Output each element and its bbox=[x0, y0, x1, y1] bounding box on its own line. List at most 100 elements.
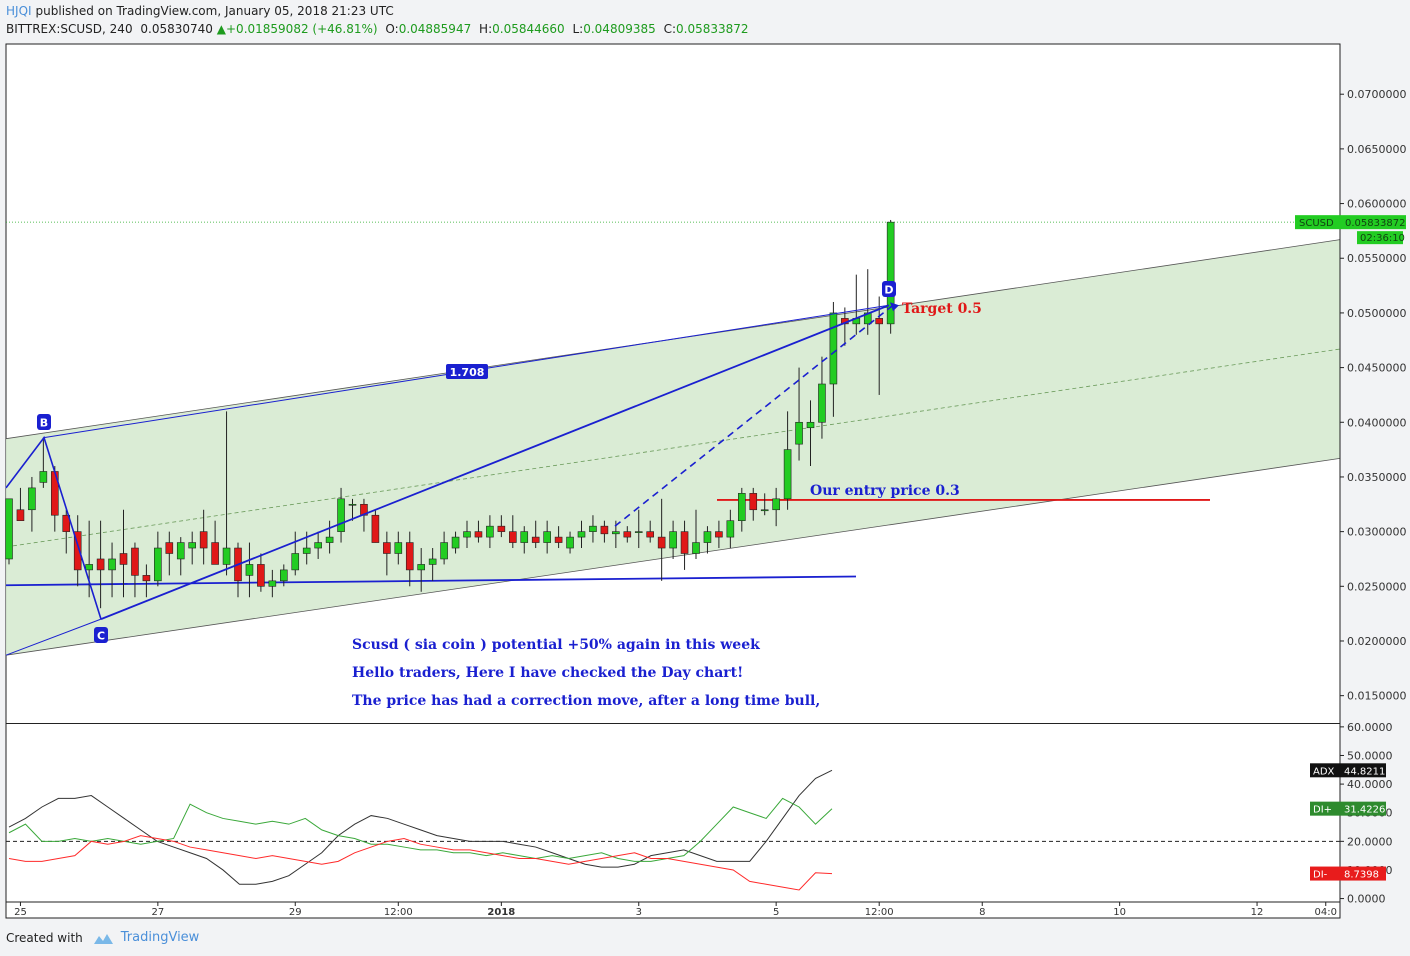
target-label: Target 0.5 bbox=[902, 301, 982, 317]
candle bbox=[268, 569, 277, 598]
candle bbox=[566, 531, 574, 554]
time-tick-label: 2018 bbox=[487, 907, 515, 918]
candle-body bbox=[199, 531, 208, 549]
time-tick-label: 5 bbox=[773, 907, 779, 918]
candle-body bbox=[795, 421, 803, 445]
candle bbox=[39, 437, 48, 488]
tradingview-brand[interactable]: TradingView bbox=[120, 930, 200, 945]
time-tick-label: 04:0 bbox=[1315, 907, 1337, 918]
label-d-text: D bbox=[884, 284, 893, 297]
price-tick-label: 0.0600000 bbox=[1347, 198, 1407, 211]
time-tick-label: 29 bbox=[289, 907, 302, 918]
candle-body bbox=[451, 536, 460, 549]
candle-body bbox=[337, 498, 345, 532]
footer: Created with TradingView bbox=[6, 930, 199, 945]
ratio-badge-text: 1.708 bbox=[450, 366, 485, 379]
candle bbox=[199, 509, 208, 565]
price-tick-label: 0.0200000 bbox=[1347, 635, 1407, 648]
candle-body bbox=[417, 564, 426, 571]
candle-body bbox=[577, 531, 586, 538]
candle-body bbox=[646, 531, 655, 538]
adx-tag-name: ADX bbox=[1313, 766, 1335, 777]
candle-body bbox=[829, 312, 838, 385]
indicator-tick-label: 50.0000 bbox=[1347, 749, 1393, 762]
di-plus-tag: DI+ 31.4226 bbox=[1310, 801, 1386, 816]
candle-body bbox=[600, 525, 609, 535]
candle bbox=[577, 520, 586, 549]
candle bbox=[16, 487, 25, 521]
candle-body bbox=[657, 536, 666, 549]
countdown-tag-text: 02:36:10 bbox=[1360, 233, 1405, 244]
close-label: C: bbox=[663, 22, 676, 36]
time-tick-label: 3 bbox=[636, 907, 642, 918]
series-diminus bbox=[8, 835, 833, 891]
symbol-name: BITTREX:SCUSD, 240 bbox=[6, 22, 133, 36]
di-plus-tag-bg bbox=[1310, 801, 1386, 816]
price-tick-label: 0.0550000 bbox=[1347, 252, 1407, 265]
candle bbox=[222, 411, 231, 576]
label-c: C bbox=[94, 627, 108, 643]
candle-body bbox=[508, 531, 517, 543]
candle bbox=[451, 531, 460, 554]
candle-body bbox=[875, 318, 884, 325]
price-tick-label: 0.0300000 bbox=[1347, 526, 1407, 539]
close-value: 0.05833872 bbox=[676, 22, 749, 36]
di-minus-tag-name: DI- bbox=[1313, 870, 1328, 881]
ratio-badge: 1.708 bbox=[446, 364, 488, 379]
high-label: H: bbox=[479, 22, 493, 36]
low-label: L: bbox=[572, 22, 584, 36]
time-tick-label: 12:00 bbox=[865, 907, 894, 918]
projection-arrow-icon bbox=[890, 302, 899, 312]
candle bbox=[211, 520, 219, 565]
candle-body bbox=[371, 514, 380, 543]
author-name[interactable]: HJQI bbox=[6, 4, 32, 18]
candle bbox=[383, 531, 391, 576]
candle bbox=[669, 520, 677, 559]
candle-body bbox=[589, 525, 597, 532]
publish-info: published on TradingView.com, January 05… bbox=[35, 4, 394, 18]
candle bbox=[589, 515, 597, 543]
time-tick-label: 27 bbox=[151, 907, 164, 918]
channel-fill bbox=[6, 239, 1340, 656]
candle bbox=[829, 301, 838, 417]
candle-body bbox=[5, 498, 13, 560]
di-minus-tag-value: 8.7398 bbox=[1344, 870, 1379, 881]
candle-body bbox=[474, 531, 483, 538]
candle-body bbox=[176, 542, 185, 560]
candle bbox=[165, 531, 174, 576]
candle-body bbox=[680, 531, 689, 554]
candle bbox=[440, 531, 448, 565]
candle-body bbox=[16, 509, 25, 521]
candle bbox=[314, 531, 322, 559]
candle bbox=[474, 520, 483, 543]
candle-body bbox=[531, 536, 540, 543]
price-pane[interactable]: B C D 1.708 Target 0.5 Our entry price 0.3 Scu… bbox=[5, 219, 1341, 709]
last-price-tag-value: 0.05833872 bbox=[1345, 218, 1405, 229]
candle bbox=[772, 487, 780, 527]
label-b-text: B bbox=[40, 417, 48, 430]
candle-body bbox=[211, 542, 219, 565]
note-line-1: Scusd ( sia coin ) potential +50% again … bbox=[352, 637, 760, 653]
low-value: 0.04809385 bbox=[583, 22, 656, 36]
candle-body bbox=[612, 531, 620, 535]
candle bbox=[463, 520, 471, 549]
candle bbox=[623, 526, 632, 543]
candle-body bbox=[772, 498, 780, 511]
candle bbox=[428, 548, 437, 581]
price-tick-label: 0.0400000 bbox=[1347, 416, 1407, 429]
candle bbox=[279, 564, 288, 587]
candle-body bbox=[119, 553, 128, 565]
di-minus-tag: DI- 8.7398 bbox=[1310, 866, 1386, 881]
candle bbox=[371, 509, 380, 543]
indicator-pane[interactable] bbox=[6, 769, 1340, 891]
candle-body bbox=[634, 531, 643, 533]
candle-body bbox=[440, 542, 448, 560]
candle bbox=[715, 520, 723, 549]
candle bbox=[726, 509, 735, 549]
up-arrow-icon: ▲ bbox=[216, 22, 226, 36]
candle bbox=[188, 531, 196, 565]
candle-body bbox=[348, 503, 357, 506]
candle bbox=[154, 531, 162, 587]
candle-body bbox=[749, 493, 758, 511]
